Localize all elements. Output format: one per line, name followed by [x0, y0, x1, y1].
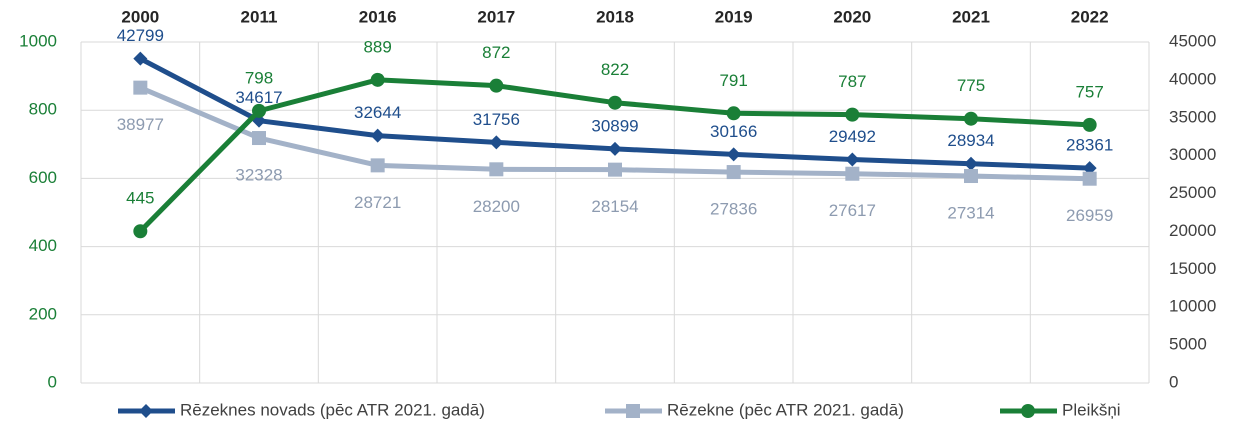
- legend-label: Rēzekne (pēc ATR 2021. gadā): [667, 400, 904, 419]
- legend-marker: [139, 404, 153, 418]
- data-point: [608, 162, 622, 177]
- data-label: 29492: [829, 127, 876, 146]
- data-label: 28934: [947, 131, 994, 150]
- data-label: 31756: [473, 110, 520, 129]
- data-label: 822: [601, 60, 629, 79]
- data-label: 889: [363, 37, 391, 56]
- data-label: 32644: [354, 103, 401, 122]
- data-point: [489, 162, 504, 177]
- y2-tick-label: 30000: [1169, 145, 1216, 164]
- data-label: 775: [957, 76, 985, 95]
- data-point: [964, 156, 978, 171]
- data-label: 757: [1075, 82, 1103, 101]
- data-label: 26959: [1066, 206, 1113, 225]
- data-point: [489, 135, 504, 150]
- y-tick-label: 600: [29, 168, 57, 187]
- data-point: [845, 166, 860, 181]
- legend-marker: [626, 404, 640, 418]
- x-tick-label: 2022: [1071, 7, 1109, 26]
- x-tick-label: 2021: [952, 7, 990, 26]
- data-point: [370, 128, 385, 143]
- y2-tick-label: 25000: [1169, 183, 1216, 202]
- data-label: 445: [126, 189, 154, 208]
- x-tick-label: 2018: [596, 7, 634, 26]
- data-point: [252, 103, 266, 118]
- data-point: [726, 165, 741, 180]
- data-label: 791: [719, 71, 747, 90]
- data-point: [1082, 161, 1097, 176]
- data-label: 30899: [591, 116, 638, 135]
- y2-tick-label: 40000: [1169, 69, 1216, 88]
- data-label: 872: [482, 43, 510, 62]
- y-tick-label: 0: [48, 372, 57, 391]
- legend-label: Rēzeknes novads (pēc ATR 2021. gadā): [180, 400, 485, 419]
- data-label: 27617: [829, 201, 876, 220]
- x-tick-label: 2016: [359, 7, 397, 26]
- data-point: [1082, 117, 1097, 132]
- data-point: [964, 111, 978, 126]
- data-label: 787: [838, 72, 866, 91]
- data-point: [608, 95, 622, 110]
- data-point: [608, 141, 622, 156]
- x-tick-label: 2011: [241, 7, 278, 26]
- data-label: 42799: [117, 26, 164, 45]
- x-tick-label: 2017: [477, 7, 515, 26]
- y-tick-label: 1000: [19, 31, 57, 50]
- data-label: 30166: [710, 122, 757, 141]
- y2-tick-label: 10000: [1169, 297, 1216, 316]
- data-point: [133, 80, 148, 95]
- data-label: 28721: [354, 193, 401, 212]
- legend-label: Pleikšņi: [1062, 400, 1121, 419]
- x-tick-label: 2000: [121, 7, 159, 26]
- data-label: 32328: [235, 166, 282, 185]
- y2-tick-label: 20000: [1169, 221, 1216, 240]
- y-tick-label: 800: [29, 100, 57, 119]
- data-point: [370, 158, 385, 173]
- data-point: [370, 72, 385, 87]
- data-point: [489, 78, 504, 93]
- y-tick-label: 200: [29, 304, 57, 323]
- data-point: [1082, 171, 1097, 186]
- data-label: 28200: [473, 197, 520, 216]
- data-point: [845, 107, 860, 122]
- data-point: [133, 51, 148, 66]
- data-label: 34617: [235, 88, 282, 107]
- x-tick-label: 2020: [833, 7, 871, 26]
- data-label: 38977: [117, 115, 164, 134]
- data-label: 28361: [1066, 136, 1113, 155]
- y2-tick-label: 45000: [1169, 31, 1216, 50]
- data-label: 28154: [591, 197, 638, 216]
- y2-tick-label: 0: [1169, 372, 1178, 391]
- data-point: [252, 131, 266, 146]
- data-point: [964, 169, 978, 184]
- y2-tick-label: 5000: [1169, 335, 1207, 354]
- data-label: 798: [245, 68, 273, 87]
- x-tick-label: 2019: [715, 7, 753, 26]
- y-tick-label: 400: [29, 236, 57, 255]
- data-label: 27836: [710, 200, 757, 219]
- legend-marker: [1021, 404, 1035, 418]
- data-point: [133, 224, 148, 239]
- data-label: 27314: [947, 204, 994, 223]
- data-point: [726, 106, 741, 121]
- data-point: [726, 147, 741, 162]
- data-point: [845, 152, 860, 167]
- y2-tick-label: 15000: [1169, 259, 1216, 278]
- y2-tick-label: 35000: [1169, 107, 1216, 126]
